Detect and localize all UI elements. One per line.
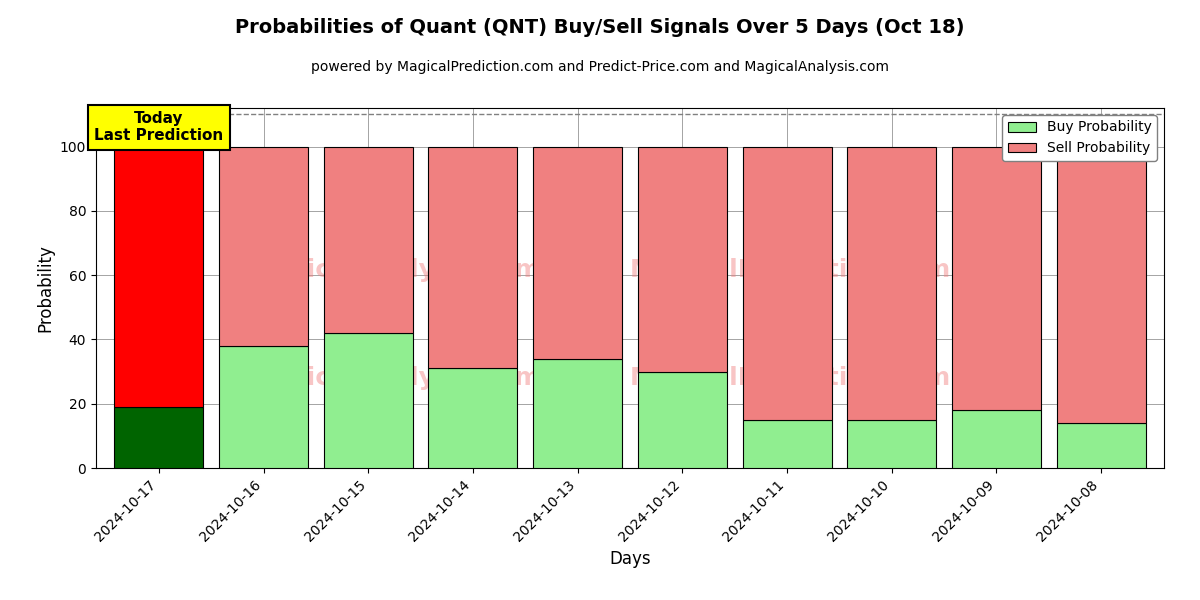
Bar (428, 146, 517, 368)
Bar (533, 359, 622, 468)
Bar (533, 146, 622, 359)
Bar (847, 420, 936, 468)
Bar (638, 371, 727, 468)
Bar (743, 420, 832, 468)
Y-axis label: Probability: Probability (36, 244, 54, 332)
Legend: Buy Probability, Sell Probability: Buy Probability, Sell Probability (1002, 115, 1157, 161)
Text: Today
Last Prediction: Today Last Prediction (94, 111, 223, 143)
Bar (638, 146, 727, 371)
Bar (743, 146, 832, 420)
Bar (952, 410, 1040, 468)
Text: powered by MagicalPrediction.com and Predict-Price.com and MagicalAnalysis.com: powered by MagicalPrediction.com and Pre… (311, 60, 889, 74)
Bar (952, 146, 1040, 410)
Text: Probabilities of Quant (QNT) Buy/Sell Signals Over 5 Days (Oct 18): Probabilities of Quant (QNT) Buy/Sell Si… (235, 18, 965, 37)
Text: MagicalPrediction.com: MagicalPrediction.com (630, 366, 950, 390)
Bar (324, 146, 413, 333)
Bar (324, 333, 413, 468)
Bar (1057, 423, 1146, 468)
Bar (220, 146, 308, 346)
Bar (114, 146, 203, 407)
Text: MagicalPrediction.com: MagicalPrediction.com (630, 258, 950, 282)
Bar (428, 368, 517, 468)
Bar (220, 346, 308, 468)
Bar (847, 146, 936, 420)
Bar (1057, 146, 1146, 423)
Bar (114, 407, 203, 468)
Text: MagicalAnalysis.com: MagicalAnalysis.com (248, 258, 542, 282)
Text: MagicalAnalysis.com: MagicalAnalysis.com (248, 366, 542, 390)
X-axis label: Days: Days (610, 550, 650, 568)
